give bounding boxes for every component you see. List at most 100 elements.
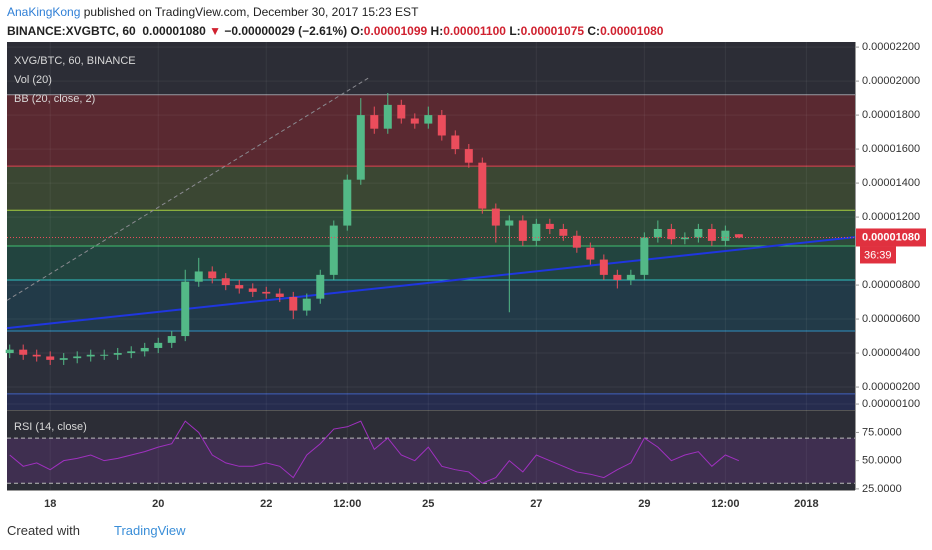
x-tick-label: 22 [260,498,272,510]
candle-body [464,149,473,163]
last-price-box [856,228,926,247]
y-tick-label: 0.00000400 [862,347,920,359]
countdown-box [860,246,896,264]
candle-body [518,220,527,241]
x-tick-label: 12:00 [711,498,739,510]
created: Created with [7,523,80,538]
fib-band [7,393,855,410]
l: 0.00001075 [520,24,585,38]
y-tick-label: 0.00001200 [862,211,920,223]
candle-body [626,274,635,280]
rsi-tick-label: 75.0000 [862,426,902,438]
price: 0.00001080 [142,24,206,38]
candle-body [667,228,676,240]
indicator: Vol (20) [14,74,52,86]
published: published on TradingView.com, December 3… [80,5,419,19]
candle-body [5,349,14,354]
candle-body [275,293,284,297]
candle-body [370,115,379,129]
y-tick-label: 0.00000200 [862,381,920,393]
candle-body [194,271,203,282]
candle-body [478,162,487,209]
candle-body [397,104,406,119]
y-tick-label: 0.00000100 [862,398,920,410]
x-tick-label: 2018 [794,498,818,510]
candle-body [262,291,271,294]
candle-body [32,354,41,357]
rsi-band [7,438,855,484]
candle-body [356,115,365,180]
x-tick-label: 27 [530,498,542,510]
candle-body [640,237,649,275]
footer: Created with TradingView [7,523,186,538]
candle-body [343,179,352,226]
candle-body [586,247,595,260]
candle-body [451,135,460,150]
candle-body [532,223,541,241]
candle-body [167,336,176,343]
fib-band [7,166,855,211]
candle-body [302,298,311,311]
candle-body [410,118,419,124]
candle-body [572,235,581,248]
candle-body [59,358,68,360]
x-tick-label: 12:00 [333,498,361,510]
h: 0.00001100 [443,24,506,38]
indicator: BB (20, close, 2) [14,93,95,105]
y-tick-label: 0.00001400 [862,177,920,189]
y-tick-label: 0.00002200 [862,41,920,53]
candle-body [140,347,149,352]
candle-body [599,259,608,275]
header: AnaKingKong published on TradingView.com… [7,3,663,41]
countdown: 36:39 [864,249,892,261]
candle-body [721,230,730,241]
rsi-line [9,420,740,484]
candle-body [113,353,122,355]
o-label: O: [350,24,364,38]
symbol: BINANCE:XVGBTC, 60 [7,24,136,38]
candle-body [127,351,136,354]
candle-body [383,104,392,129]
author[interactable]: AnaKingKong [7,5,81,19]
candle-body [734,234,743,238]
candle-body [208,271,217,279]
chart: XVG/BTC, 60, BINANCE Vol (20) BB (20, cl… [5,41,926,510]
brand[interactable]: TradingView [113,523,186,538]
candle-body [46,356,55,360]
fib-band [7,279,855,331]
candle-body [545,223,554,229]
trendline [6,77,370,301]
trendline [6,236,856,330]
change: −0.00000029 (−2.61%) [224,24,348,38]
candle-body [235,285,244,289]
candle-body [559,228,568,236]
rsi-tick-label: 25.0000 [862,483,902,495]
candle-body [86,354,95,357]
y-tick-label: 0.00000600 [862,313,920,325]
candle-body [707,228,716,241]
candle-body [491,208,500,226]
last-price-label: 0.00001080 [862,231,920,243]
y-tick-label: 0.00002000 [862,75,920,87]
candle-body [73,356,82,359]
candle-body [19,349,28,355]
candle-body [505,220,514,226]
rsi-title: RSI (14, close) [14,421,87,433]
y-tick-label: 0.00001800 [862,109,920,121]
candle-body [653,228,662,238]
candle-body [437,115,446,136]
fib-band [7,94,855,167]
candle-body [424,115,433,124]
x-tick-label: 25 [422,498,434,510]
candle-body [248,288,257,292]
x-tick-label: 18 [44,498,56,510]
candle-body [154,342,163,348]
chart-title: XVG/BTC, 60, BINANCE [14,55,136,67]
candle-body [181,281,190,337]
candle-body [329,225,338,275]
x-tick-label: 20 [152,498,164,510]
y-tick-label: 0.00001600 [862,143,920,155]
rsi-tick-label: 50.0000 [862,455,902,467]
candle-body [289,296,298,311]
